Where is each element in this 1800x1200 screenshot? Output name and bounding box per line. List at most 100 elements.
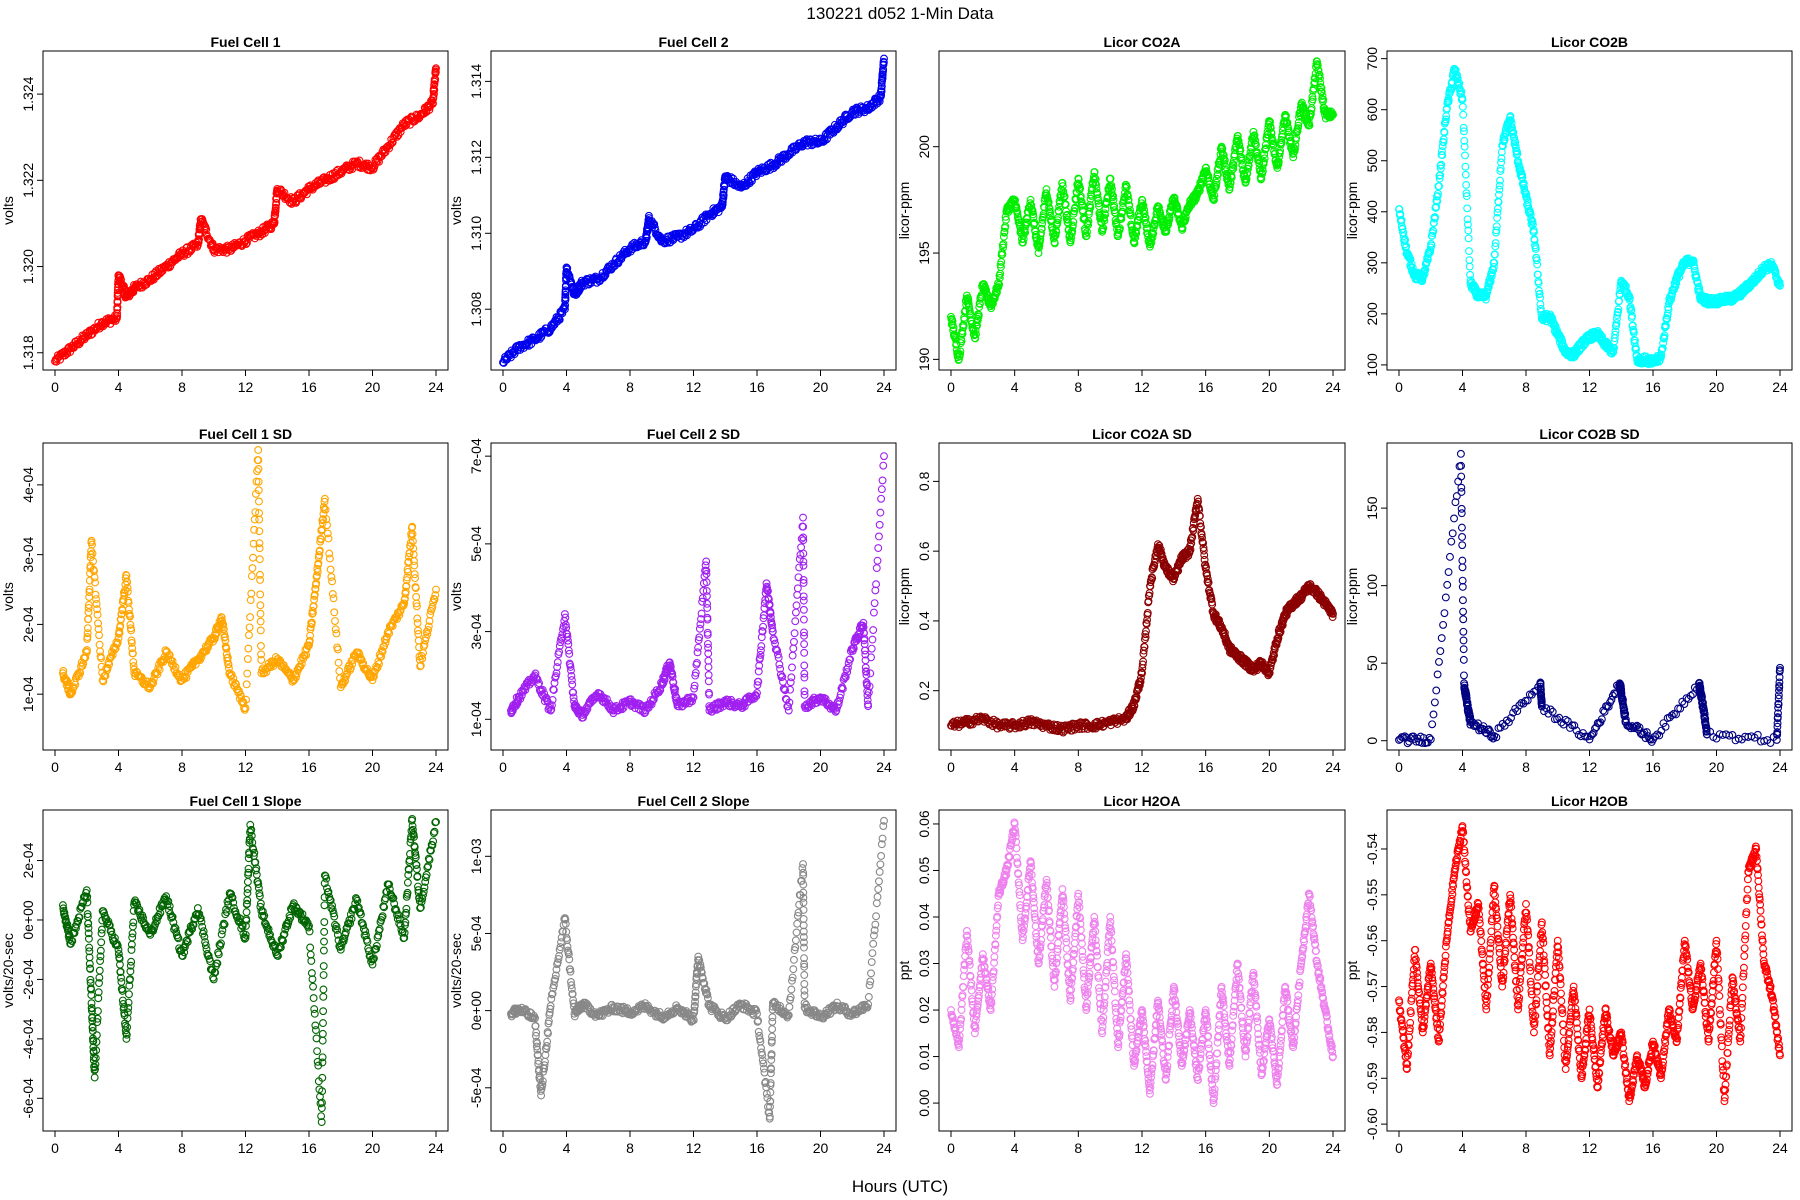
data-point — [534, 333, 543, 342]
y-tick-label: 700 — [1364, 47, 1380, 71]
y-tick-label: 1.318 — [20, 335, 36, 370]
data-point — [1068, 221, 1077, 230]
data-point — [1398, 224, 1407, 233]
data-point — [256, 590, 265, 599]
y-tick-label: 100 — [1364, 353, 1380, 377]
data-point — [247, 572, 256, 581]
data-point — [1084, 221, 1093, 229]
data-point — [1234, 136, 1243, 145]
data-point — [1150, 221, 1159, 230]
data-point — [1228, 166, 1237, 175]
data-point — [1406, 255, 1415, 264]
data-point — [975, 303, 984, 312]
data-point — [759, 622, 768, 631]
data-point — [410, 561, 419, 570]
data-point — [335, 667, 344, 676]
data-point — [877, 485, 886, 494]
data-point — [1533, 260, 1542, 269]
data-point — [431, 68, 440, 77]
series-points — [51, 64, 440, 366]
data-point — [956, 350, 964, 359]
y-tick-label: 4e-04 — [20, 467, 36, 503]
data-point — [243, 669, 252, 678]
y-axis-label: licor-ppm — [896, 568, 912, 626]
data-point — [1125, 201, 1134, 210]
x-tick-label: 8 — [178, 759, 186, 775]
data-point — [256, 576, 265, 584]
series-points — [506, 452, 888, 722]
data-point — [879, 66, 888, 75]
x-tick-label: 20 — [365, 759, 381, 775]
x-tick-label: 16 — [1198, 379, 1214, 395]
data-point — [119, 282, 128, 291]
x-tick-label: 12 — [238, 379, 254, 395]
x-tick-label: 16 — [301, 379, 317, 395]
x-tick-label: 16 — [301, 759, 317, 775]
data-point — [1092, 180, 1101, 189]
panel-title: Licor CO2B — [1551, 34, 1628, 50]
data-point — [430, 80, 439, 89]
series-points — [1395, 64, 1784, 368]
data-point — [325, 554, 334, 563]
data-point — [868, 635, 877, 644]
data-point — [964, 299, 973, 308]
data-point — [1071, 203, 1080, 212]
data-point — [795, 563, 804, 572]
data-point — [1219, 151, 1228, 160]
data-point — [1076, 184, 1085, 193]
data-point — [256, 617, 265, 626]
panel-co2asd: Licor CO2A SD0 4 8 12 16 20 240.20.40.60.8lico… — [896, 426, 1346, 775]
series-points — [947, 494, 1337, 737]
data-point — [999, 243, 1008, 252]
y-axis-label: volts — [448, 196, 464, 225]
y-tick-label: 1.310 — [468, 216, 484, 251]
data-point — [1238, 161, 1247, 169]
data-point — [868, 103, 877, 112]
data-point — [873, 556, 882, 565]
data-point — [328, 577, 337, 586]
data-point — [1462, 180, 1471, 189]
x-tick-label: 0 — [499, 379, 507, 395]
data-point — [1062, 207, 1070, 216]
data-point — [1055, 199, 1064, 207]
data-point — [719, 185, 728, 194]
data-point — [1225, 183, 1234, 191]
data-point — [703, 604, 712, 612]
data-point — [1308, 95, 1317, 104]
data-point — [83, 624, 92, 633]
data-point — [1146, 240, 1155, 249]
data-point — [256, 626, 265, 635]
data-point — [1233, 132, 1242, 140]
data-point — [1139, 201, 1148, 210]
data-point — [388, 139, 396, 147]
data-point — [791, 617, 800, 626]
x-tick-label: 24 — [1772, 379, 1788, 395]
y-tick-label: 3e-04 — [468, 613, 484, 649]
data-point — [113, 303, 122, 312]
data-point — [1315, 71, 1324, 80]
data-point — [306, 631, 315, 640]
data-point — [246, 613, 255, 622]
data-point — [833, 125, 842, 134]
data-point — [1243, 169, 1252, 178]
x-tick-label: 16 — [749, 379, 765, 395]
y-tick-label: 7e-04 — [468, 438, 484, 474]
y-axis-label: licor-ppm — [896, 182, 912, 240]
x-tick-label: 4 — [115, 379, 123, 395]
data-point — [880, 54, 888, 63]
data-point — [1142, 220, 1151, 229]
x-tick-label: 0 — [51, 759, 59, 775]
y-tick-label: 1.322 — [20, 163, 36, 198]
y-tick-label: 600 — [1364, 98, 1380, 122]
x-tick-label: 8 — [626, 759, 634, 775]
data-point — [1058, 182, 1067, 191]
data-point — [256, 609, 265, 618]
data-point — [140, 281, 149, 290]
data-point — [1274, 157, 1283, 166]
data-point — [195, 235, 203, 244]
x-tick-label: 16 — [1198, 759, 1214, 775]
data-point — [1399, 232, 1408, 241]
data-point — [1283, 118, 1292, 127]
